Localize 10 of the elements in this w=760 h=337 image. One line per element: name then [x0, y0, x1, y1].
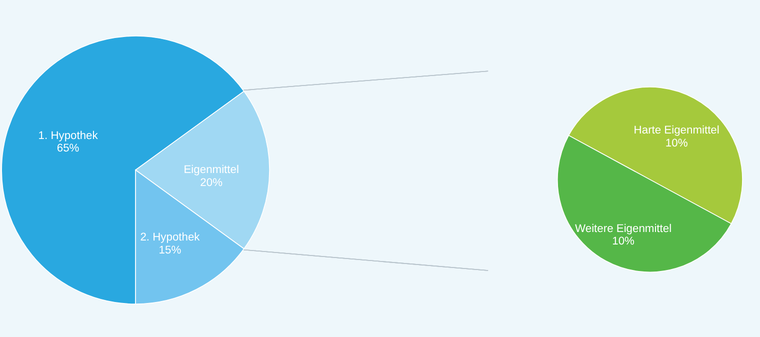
slice-label: 1. Hypothek — [38, 130, 98, 142]
data-label: 10% — [612, 236, 635, 248]
data-label: 65% — [56, 142, 80, 155]
data-label: 15% — [158, 244, 182, 256]
data-label: 10% — [665, 137, 688, 150]
data-label: 20% — [200, 176, 223, 189]
slice-label: Eigenmittel — [184, 164, 239, 176]
slice-label: 2. Hypothek — [140, 232, 200, 244]
slice-label: Weitere Eigenmittel — [575, 222, 672, 235]
slice-label: Harte Eigenmittel — [634, 124, 720, 137]
